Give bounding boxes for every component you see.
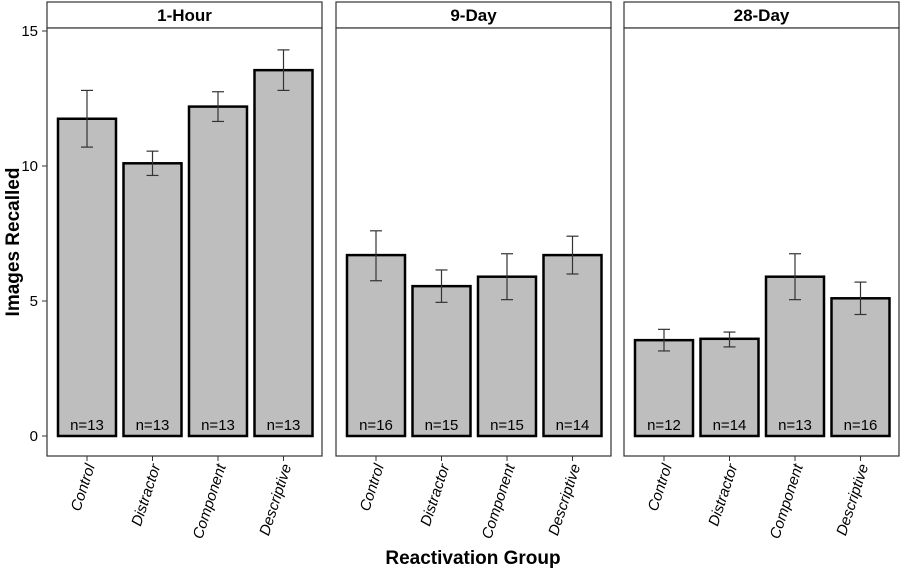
- x-tick-label: Descriptive: [833, 462, 872, 538]
- panel-9-day: 9-Day n=16 Control n=15 Distractor n=15 Compon…: [335, 1, 612, 541]
- panel-28-day: 28-Day n=12 Control n=14 Distractor n=13 Compo…: [623, 1, 900, 541]
- n-label: n=13: [201, 417, 235, 434]
- x-tick-label: Component: [767, 461, 807, 541]
- x-tick-label: Distractor: [128, 461, 164, 528]
- bar: [122, 162, 183, 438]
- x-tick-label: Distractor: [417, 461, 453, 528]
- bar: [253, 68, 314, 438]
- bar: [345, 253, 407, 438]
- x-tick-label: Control: [357, 461, 388, 513]
- x-tick-label: Control: [68, 461, 99, 513]
- panel-1-hour: 1-Hour n=13 Control n=13 Distractor n=13 Compo…: [46, 1, 323, 541]
- x-tick-label: Descriptive: [256, 462, 295, 538]
- n-label: n=16: [359, 417, 393, 434]
- x-tick-label: Control: [645, 461, 676, 513]
- panel-strip-title: 1-Hour: [157, 6, 212, 25]
- bar: [699, 337, 760, 438]
- panel-strip: [623, 1, 900, 29]
- panel-strip-title: 9-Day: [450, 6, 497, 25]
- y-tick-label: 10: [21, 158, 38, 175]
- y-axis-title: Images Recalled: [3, 168, 24, 317]
- bar: [542, 253, 603, 438]
- n-label: n=16: [844, 417, 878, 434]
- n-label: n=15: [425, 417, 459, 434]
- bar: [56, 117, 118, 438]
- bar: [830, 297, 891, 438]
- n-label: n=14: [556, 417, 590, 434]
- n-label: n=13: [136, 417, 170, 434]
- y-tick-label: 0: [30, 428, 38, 445]
- panel-strip: [335, 1, 612, 29]
- n-label: n=12: [647, 417, 681, 434]
- x-tick-label: Component: [190, 461, 230, 541]
- n-label: n=13: [778, 417, 812, 434]
- n-label: n=15: [490, 417, 524, 434]
- bar: [411, 284, 472, 438]
- x-tick-label: Descriptive: [545, 462, 584, 538]
- n-label: n=13: [267, 417, 301, 434]
- x-tick-label: Component: [479, 461, 519, 541]
- x-axis-title: Reactivation Group: [385, 548, 560, 569]
- n-label: n=14: [713, 417, 747, 434]
- y-tick-label: 5: [30, 293, 38, 310]
- bar: [764, 275, 826, 438]
- bar: [187, 105, 249, 438]
- n-label: n=13: [70, 417, 104, 434]
- x-tick-label: Distractor: [705, 461, 741, 528]
- y-tick-label: 15: [21, 23, 38, 40]
- bar: [476, 275, 538, 438]
- bar: [633, 338, 695, 438]
- panel-strip-title: 28-Day: [734, 6, 790, 25]
